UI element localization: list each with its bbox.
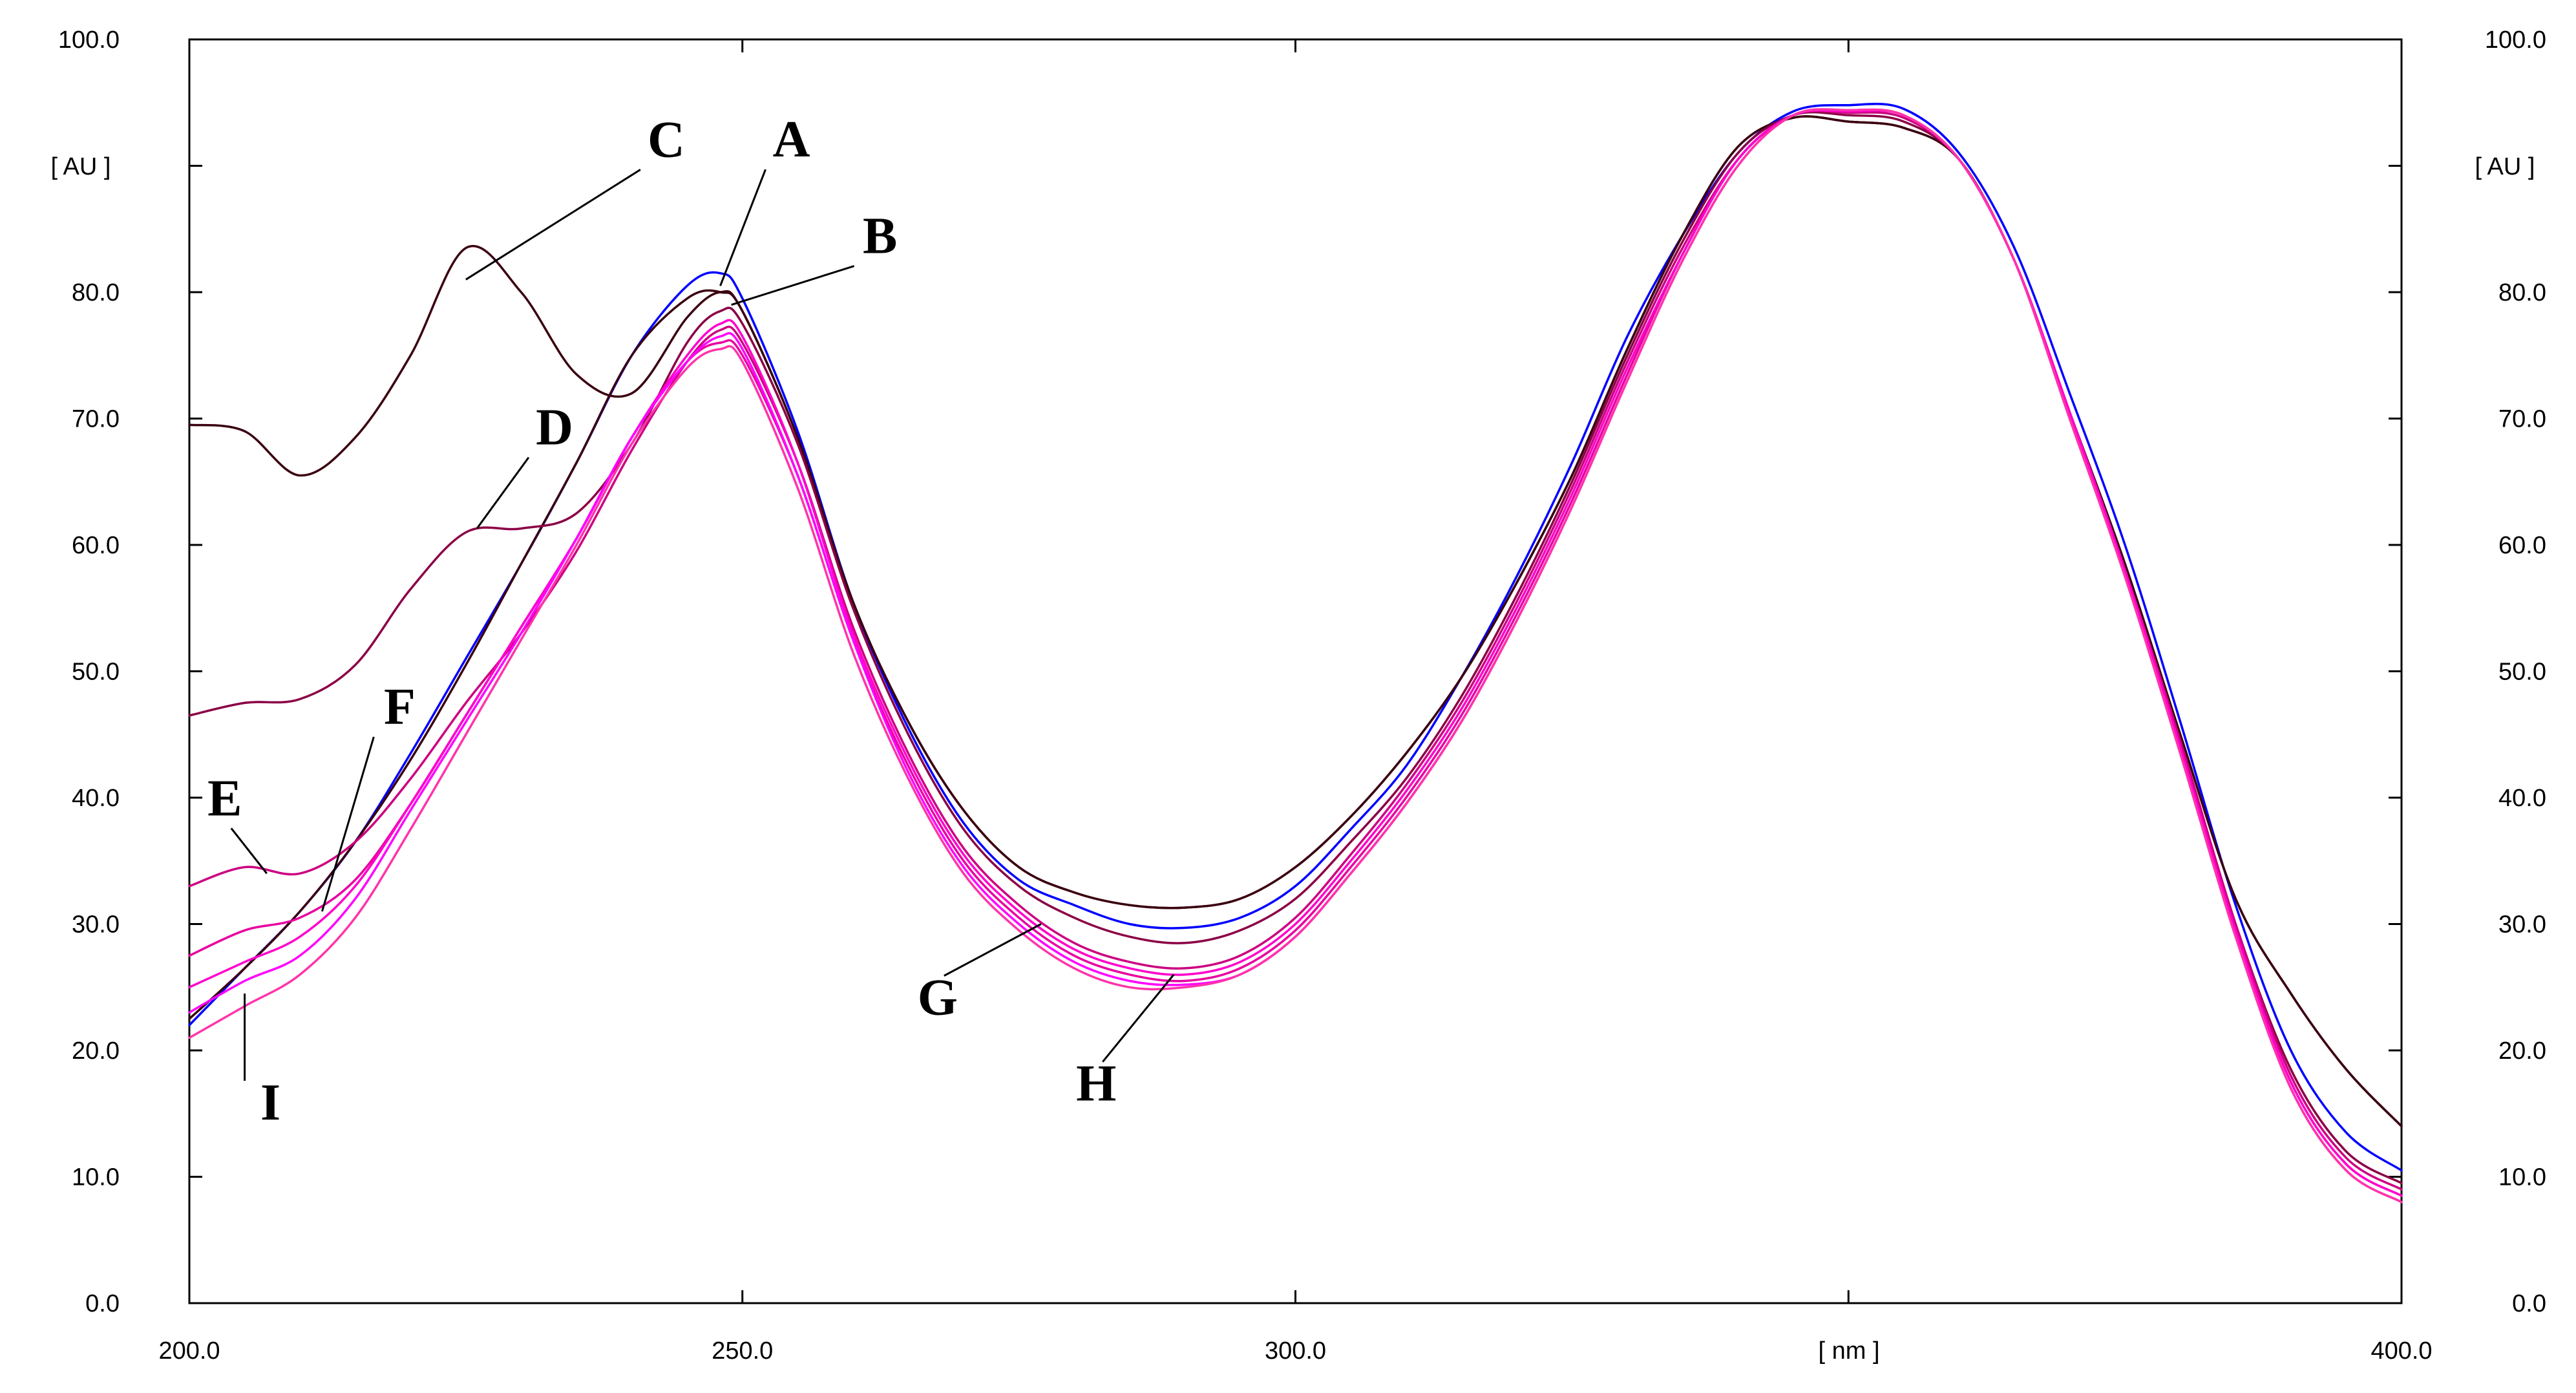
y-tick-label-left: 0.0 [85, 1290, 120, 1317]
y-axis-unit-right: [ AU ] [2475, 153, 2535, 180]
y-tick-label-right: 70.0 [2498, 406, 2546, 433]
y-tick-label-left: 30.0 [72, 911, 120, 939]
y-tick-label-right: 30.0 [2498, 911, 2546, 939]
annotation-leader-c [465, 169, 641, 281]
y-tick-label-right: 10.0 [2498, 1164, 2546, 1191]
x-axis-unit: [ nm ] [1818, 1337, 1879, 1365]
annotation-leader-g [944, 923, 1042, 977]
spectrum-curve-9 [188, 108, 2403, 1204]
annotation-label-f: F [384, 679, 416, 736]
annotation-leader-h [1102, 973, 1175, 1063]
spectrum-curve-3 [188, 115, 2403, 1128]
annotation-label-g: G [918, 970, 958, 1026]
annotation-leader-d [476, 456, 530, 529]
y-tick-label-left: 60.0 [72, 532, 120, 559]
annotation-label-d: D [536, 399, 573, 456]
annotation-leader-f [321, 736, 375, 912]
axis-tick-labels: 0.0 0.0 10.0 10.0 20.0 20.0 30.0 30.0 40.0 40.0 50… [58, 27, 2546, 1365]
annotation-label-a: A [773, 111, 810, 168]
y-tick-label-left: 100.0 [58, 27, 120, 54]
y-tick-label-right: 0.0 [2512, 1290, 2546, 1317]
y-tick-label-left: 80.0 [72, 279, 120, 306]
curve-annotations: AB C D E F G H I [207, 111, 1175, 1131]
annotation-label-c: C [648, 111, 685, 168]
annotation-label-h: H [1076, 1056, 1116, 1112]
spectrum-curves [188, 102, 2403, 1204]
y-tick-label-right: 20.0 [2498, 1037, 2546, 1065]
x-tick-label: 250.0 [712, 1337, 773, 1365]
y-tick-label-left: 20.0 [72, 1037, 120, 1065]
plot-frame [188, 38, 2403, 1304]
annotation-label-i: I [260, 1074, 280, 1131]
axis-ticks [188, 38, 2403, 1304]
x-tick-label: 400.0 [2370, 1337, 2432, 1365]
y-axis-unit-left: [ AU ] [51, 153, 111, 180]
spectrum-curve-4 [188, 111, 2403, 1185]
annotation-leader-e [230, 827, 268, 875]
y-tick-label-right: 50.0 [2498, 659, 2546, 686]
y-tick-label-left: 10.0 [72, 1164, 120, 1191]
x-tick-label: 300.0 [1265, 1337, 1326, 1365]
x-tick-label: 200.0 [158, 1337, 220, 1365]
annotation-leader-b [731, 265, 855, 306]
spectrum-curve-5 [188, 109, 2403, 1191]
spectrum-curve-1 [188, 102, 2403, 1172]
spectrum-curve-8 [188, 108, 2403, 1204]
y-tick-label-right: 100.0 [2485, 27, 2546, 54]
spectrum-curve-7 [188, 109, 2403, 1197]
annotation-leader-a [719, 169, 766, 286]
y-tick-label-right: 80.0 [2498, 279, 2546, 306]
y-tick-label-right: 40.0 [2498, 785, 2546, 812]
y-tick-label-left: 70.0 [72, 406, 120, 433]
y-tick-label-right: 60.0 [2498, 532, 2546, 559]
y-tick-label-left: 40.0 [72, 785, 120, 812]
spectrum-curve-2 [188, 115, 2403, 1128]
annotation-label-b: B [863, 208, 897, 265]
spectrum-curve-6 [188, 109, 2403, 1197]
annotation-label-e: E [207, 770, 242, 827]
y-tick-label-left: 50.0 [72, 659, 120, 686]
